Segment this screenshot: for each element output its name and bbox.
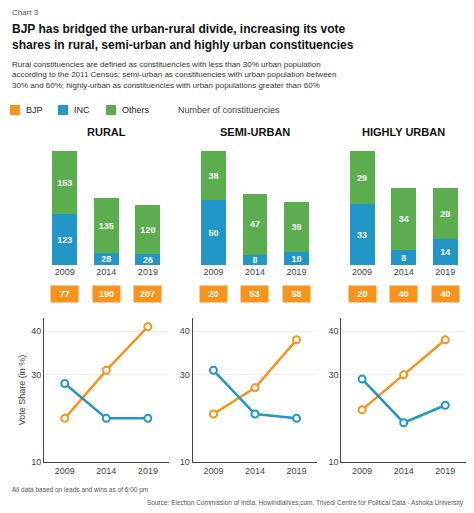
svg-text:2014: 2014: [394, 466, 414, 476]
svg-text:Rural constituencies are defin: Rural constituencies are defined as cons…: [12, 60, 337, 90]
svg-text:2009: 2009: [203, 466, 223, 476]
svg-text:30: 30: [31, 370, 41, 380]
svg-text:2019: 2019: [287, 267, 307, 277]
svg-text:INC: INC: [74, 105, 90, 115]
svg-text:RURAL: RURAL: [87, 126, 126, 138]
svg-text:123: 123: [57, 235, 72, 245]
svg-text:2019: 2019: [435, 466, 455, 476]
svg-text:2009: 2009: [55, 267, 75, 277]
svg-text:2014: 2014: [394, 267, 414, 277]
svg-text:120: 120: [140, 225, 155, 235]
svg-text:20: 20: [208, 289, 218, 299]
svg-text:8: 8: [401, 253, 406, 263]
svg-text:2019: 2019: [138, 267, 158, 277]
svg-text:47: 47: [250, 219, 260, 229]
svg-text:135: 135: [99, 221, 114, 231]
svg-text:8: 8: [252, 255, 257, 265]
svg-text:SEMI-URBAN: SEMI-URBAN: [220, 126, 290, 138]
svg-text:40: 40: [329, 326, 339, 336]
svg-text:2014: 2014: [245, 267, 265, 277]
svg-text:28: 28: [440, 209, 450, 219]
svg-text:All data based on leads and wi: All data based on leads and wins as of 6…: [12, 486, 148, 494]
svg-text:2014: 2014: [245, 466, 265, 476]
svg-text:2009: 2009: [55, 466, 75, 476]
svg-text:10: 10: [329, 457, 339, 467]
svg-text:20: 20: [357, 289, 367, 299]
svg-text:BJP has bridged the urban-rura: BJP has bridged the urban-rural divide, …: [12, 22, 354, 52]
svg-text:40: 40: [180, 326, 190, 336]
svg-text:2019: 2019: [287, 466, 307, 476]
svg-text:10: 10: [31, 457, 41, 467]
svg-text:2009: 2009: [352, 466, 372, 476]
svg-text:53: 53: [249, 289, 259, 299]
svg-text:Chart 3: Chart 3: [12, 8, 39, 17]
svg-text:2009: 2009: [203, 267, 223, 277]
svg-text:Others: Others: [122, 105, 150, 115]
svg-text:29: 29: [357, 173, 367, 183]
svg-text:2019: 2019: [138, 466, 158, 476]
svg-text:14: 14: [440, 247, 450, 257]
svg-text:39: 39: [292, 222, 302, 232]
svg-text:2009: 2009: [352, 267, 372, 277]
svg-text:50: 50: [208, 228, 218, 238]
svg-text:BJP: BJP: [26, 105, 43, 115]
svg-text:Source: Election Commission of: Source: Election Commission of India, Ho…: [147, 499, 464, 507]
svg-text:34: 34: [399, 214, 409, 224]
svg-text:58: 58: [291, 289, 301, 299]
svg-text:10: 10: [292, 254, 302, 264]
svg-text:77: 77: [59, 289, 69, 299]
svg-text:38: 38: [208, 171, 218, 181]
svg-text:10: 10: [180, 457, 190, 467]
svg-text:30: 30: [180, 370, 190, 380]
svg-text:153: 153: [57, 178, 72, 188]
svg-text:2014: 2014: [96, 466, 116, 476]
svg-text:26: 26: [143, 255, 153, 265]
svg-text:30: 30: [329, 370, 339, 380]
svg-text:40: 40: [440, 289, 450, 299]
svg-text:HIGHLY URBAN: HIGHLY URBAN: [362, 126, 445, 138]
svg-text:40: 40: [398, 289, 408, 299]
svg-text:40: 40: [31, 326, 41, 336]
svg-text:2014: 2014: [96, 267, 116, 277]
svg-text:207: 207: [140, 289, 155, 299]
svg-text:190: 190: [99, 289, 114, 299]
svg-text:2019: 2019: [435, 267, 455, 277]
svg-text:Number of constituencies: Number of constituencies: [178, 105, 280, 115]
svg-text:28: 28: [101, 254, 111, 264]
svg-text:Vote Share (in %): Vote Share (in %): [17, 355, 27, 426]
svg-text:33: 33: [357, 230, 367, 240]
